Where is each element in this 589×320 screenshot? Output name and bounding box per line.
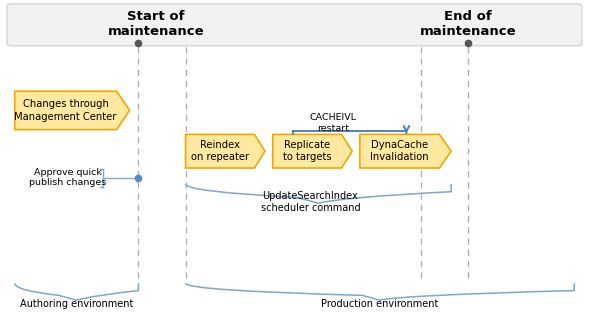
Text: CACHEIVL
restart: CACHEIVL restart — [309, 114, 356, 133]
Text: Start of
maintenance: Start of maintenance — [108, 10, 204, 38]
Text: DynaCache
Invalidation: DynaCache Invalidation — [370, 140, 429, 163]
Polygon shape — [186, 134, 265, 168]
Polygon shape — [360, 134, 451, 168]
Text: Replicate
to targets: Replicate to targets — [283, 140, 332, 163]
Text: UpdateSearchIndex
scheduler command: UpdateSearchIndex scheduler command — [260, 191, 360, 213]
Text: End of
maintenance: End of maintenance — [420, 10, 517, 38]
Polygon shape — [273, 134, 352, 168]
Text: Approve quick
publish changes: Approve quick publish changes — [29, 168, 107, 187]
Text: Production environment: Production environment — [321, 299, 439, 309]
Text: Reindex
on repeater: Reindex on repeater — [191, 140, 249, 163]
FancyBboxPatch shape — [7, 4, 582, 46]
Polygon shape — [15, 91, 130, 130]
Text: Changes through
Management Center: Changes through Management Center — [15, 99, 117, 122]
Text: Authoring environment: Authoring environment — [20, 299, 133, 309]
